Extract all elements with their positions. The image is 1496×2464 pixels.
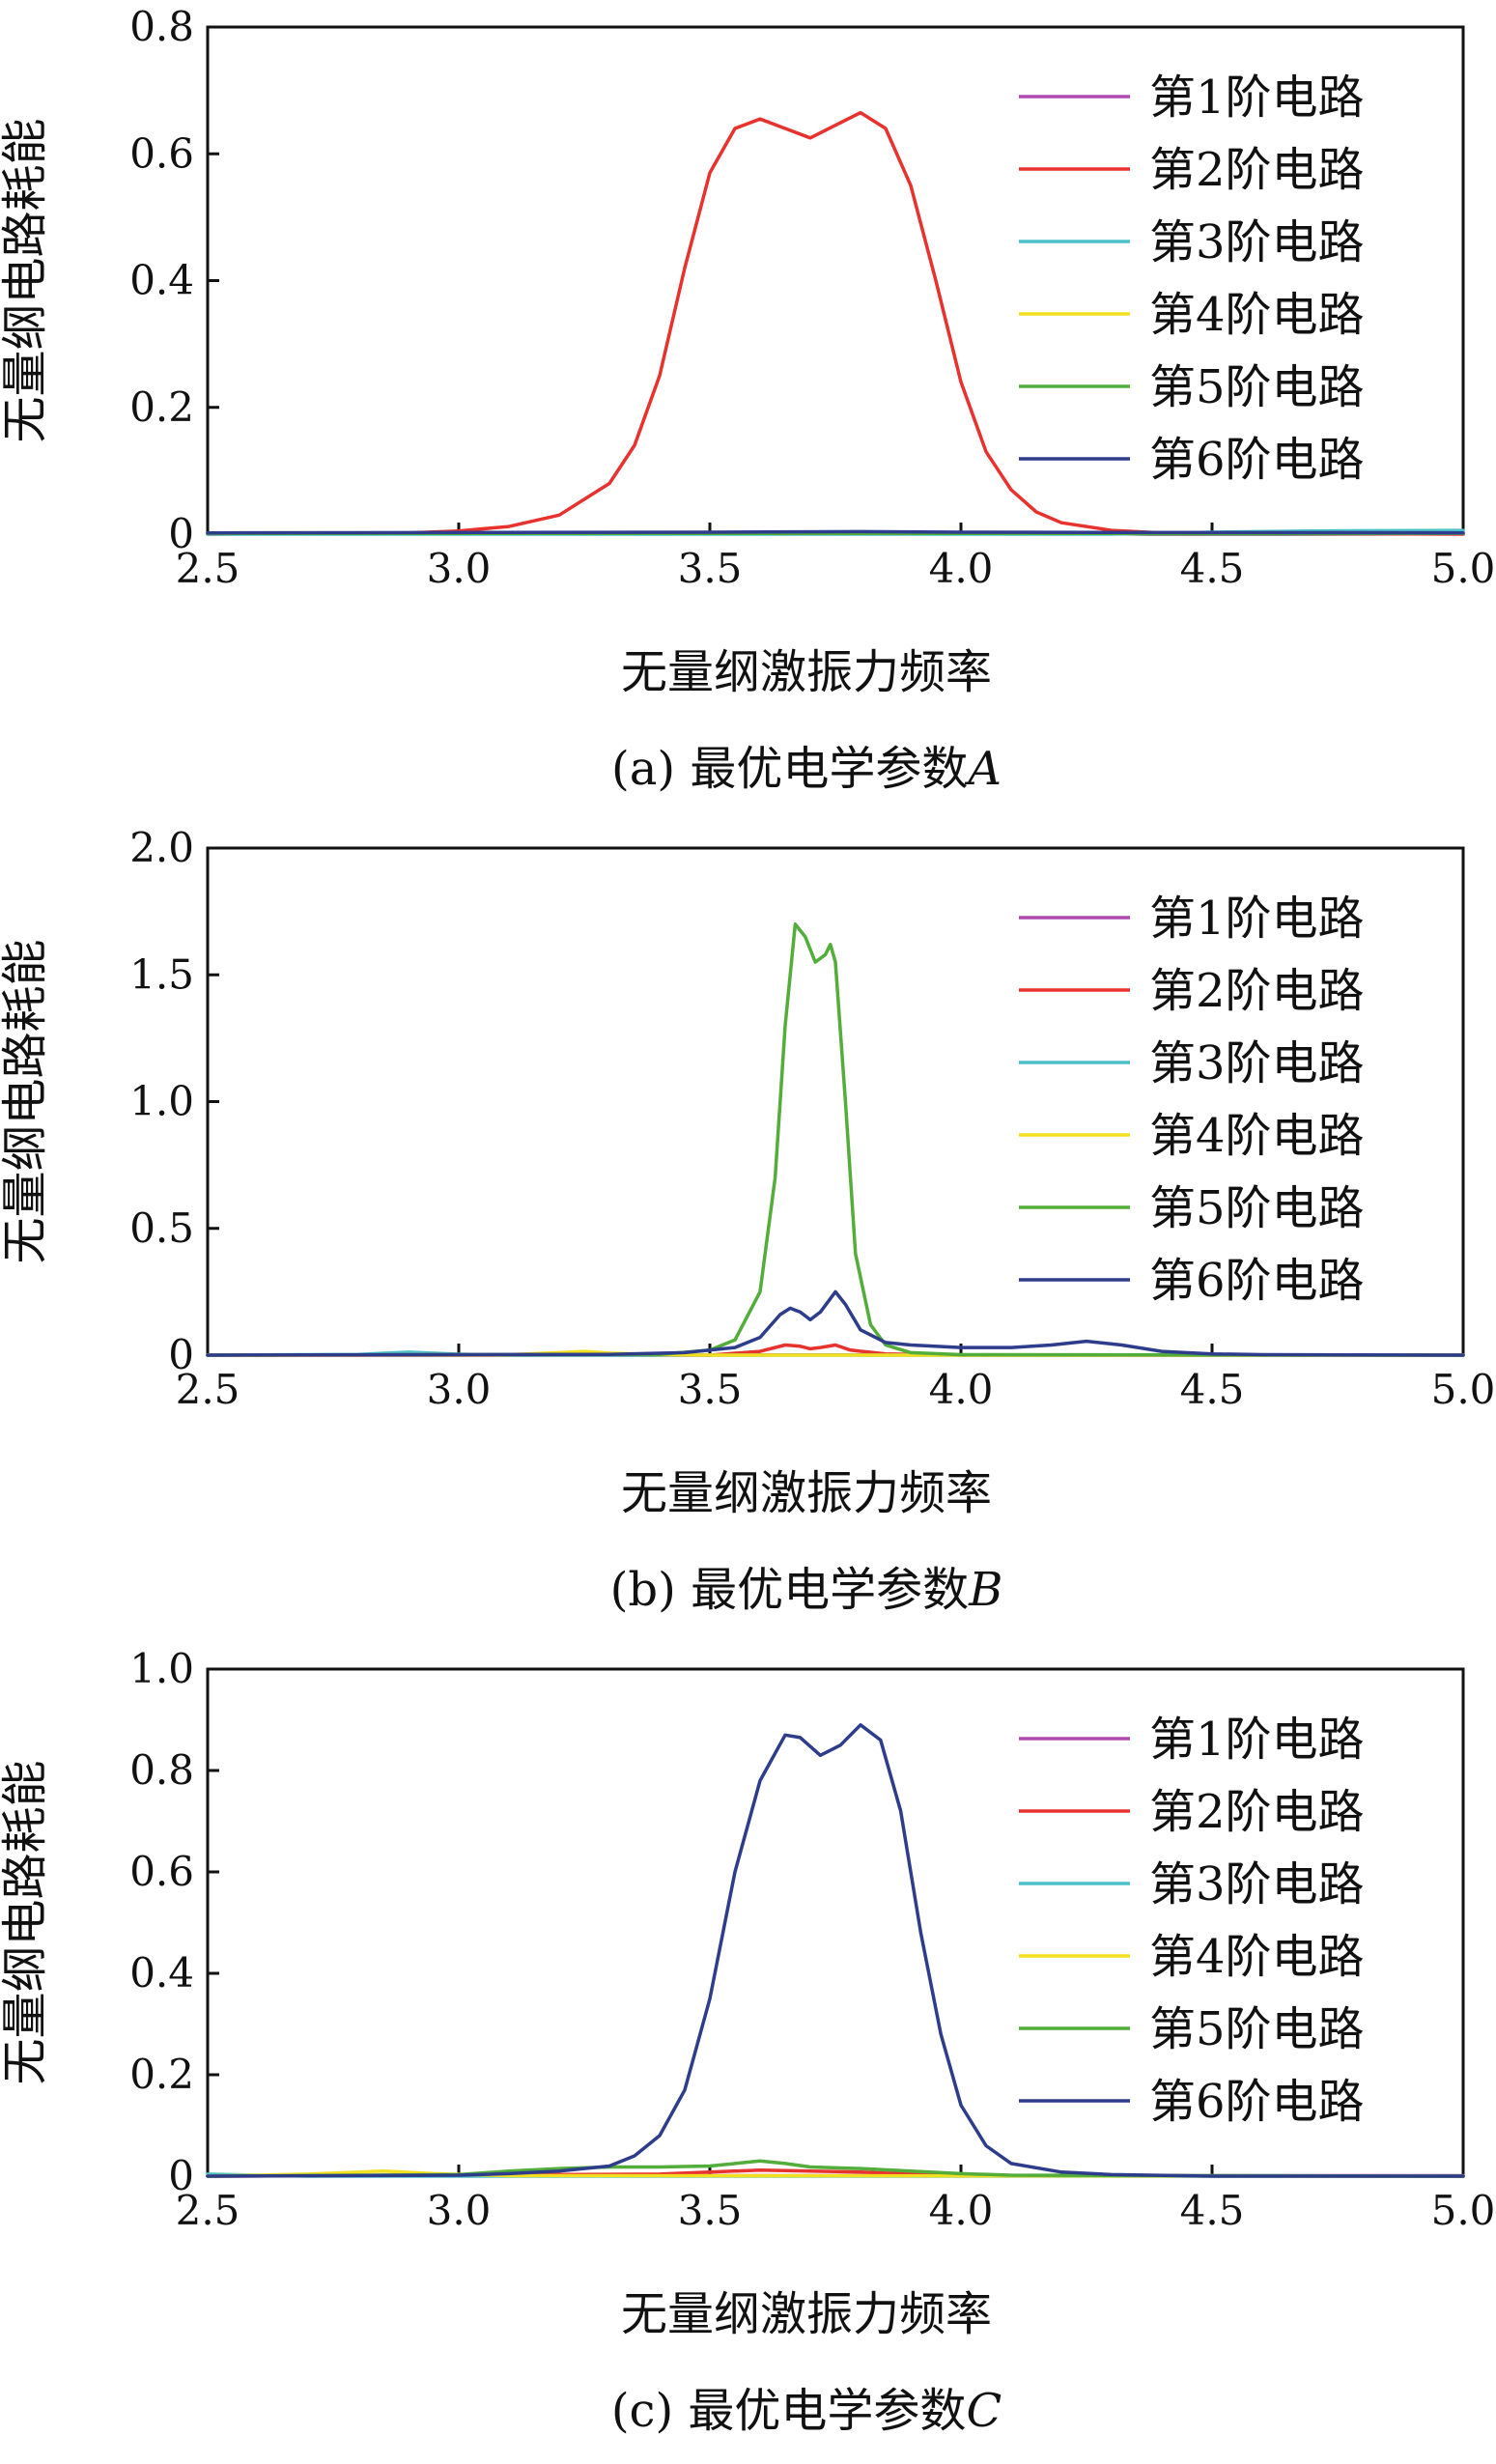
y-tick-label: 0.6 bbox=[129, 1848, 194, 1895]
x-tick-label: 5.0 bbox=[1431, 2187, 1496, 2234]
y-tick-label: 1.5 bbox=[129, 950, 194, 998]
legend-label-2: 第2阶电路 bbox=[1149, 143, 1365, 197]
series-line-6 bbox=[206, 1723, 1465, 2178]
x-tick-label: 3.5 bbox=[678, 1366, 743, 1413]
x-tick-label: 3.0 bbox=[427, 545, 492, 592]
x-axis-title: 无量纲激振力频率 bbox=[621, 2287, 992, 2341]
x-tick-label: 4.5 bbox=[1180, 545, 1245, 592]
y-tick-label: 0.6 bbox=[129, 129, 194, 177]
x-tick-label: 4.0 bbox=[929, 2187, 994, 2234]
x-tick-label: 3.5 bbox=[678, 545, 743, 592]
chart-panel-c: 2.5 3.0 3.5 4.0 4.5 5.0 0 0.2 0.4 0.6 0.8 1.0 第1阶电路第… bbox=[0, 1642, 1496, 2463]
panel-caption: (b) 最优电学参数B bbox=[610, 1563, 1003, 1617]
legend-label-4: 第4阶电路 bbox=[1149, 1930, 1365, 1984]
x-axis-title: 无量纲激振力频率 bbox=[621, 645, 992, 699]
chart-svg-b: 2.5 3.0 3.5 4.0 4.5 5.0 0 0.5 1.0 1.5 2.0 第1阶电路第2阶电… bbox=[0, 824, 1496, 1617]
x-tick-label: 2.5 bbox=[176, 545, 240, 592]
legend-label-1: 第1阶电路 bbox=[1149, 892, 1365, 946]
y-tick-label: 0.5 bbox=[129, 1204, 194, 1252]
legend-label-5: 第5阶电路 bbox=[1149, 1181, 1365, 1235]
series-line-5 bbox=[206, 2159, 1465, 2178]
legend-label-3: 第3阶电路 bbox=[1149, 1857, 1365, 1912]
y-tick-label: 0.2 bbox=[129, 383, 194, 431]
x-tick-label: 4.5 bbox=[1180, 2187, 1245, 2234]
y-tick-label: 1.0 bbox=[129, 1078, 194, 1125]
legend-label-5: 第5阶电路 bbox=[1149, 2002, 1365, 2056]
x-tick-label: 4.0 bbox=[929, 1366, 994, 1413]
legend-label-1: 第1阶电路 bbox=[1149, 71, 1365, 125]
y-tick-label: 0.4 bbox=[129, 257, 194, 304]
legend-label-5: 第5阶电路 bbox=[1149, 360, 1365, 414]
panel-caption: (a) 最优电学参数A bbox=[611, 742, 1002, 796]
y-tick-label: 0.2 bbox=[129, 2051, 194, 2098]
legend-label-2: 第2阶电路 bbox=[1149, 964, 1365, 1018]
chart-svg-c: 2.5 3.0 3.5 4.0 4.5 5.0 0 0.2 0.4 0.6 0.8 1.0 第1阶电路第… bbox=[0, 1645, 1496, 2438]
x-tick-label: 5.0 bbox=[1431, 545, 1496, 592]
legend-label-1: 第1阶电路 bbox=[1149, 1713, 1365, 1767]
y-tick-label: 0 bbox=[168, 510, 194, 557]
legend-label-3: 第3阶电路 bbox=[1149, 215, 1365, 269]
x-tick-label: 3.5 bbox=[678, 2187, 743, 2234]
legend-label-6: 第6阶电路 bbox=[1149, 433, 1365, 487]
x-tick-label: 2.5 bbox=[176, 2187, 240, 2234]
series-line-6 bbox=[206, 529, 1465, 535]
series-line-2 bbox=[206, 110, 1465, 536]
x-tick-label: 4.0 bbox=[929, 545, 994, 592]
chart-panel-b: 2.5 3.0 3.5 4.0 4.5 5.0 0 0.5 1.0 1.5 2.0 第1阶电路第2阶电… bbox=[0, 821, 1496, 1642]
legend-label-6: 第6阶电路 bbox=[1149, 2075, 1365, 2129]
y-tick-label: 1.0 bbox=[129, 1645, 194, 1692]
y-tick-label: 0 bbox=[168, 2152, 194, 2199]
panel-caption: (c) 最优电学参数C bbox=[611, 2384, 1002, 2438]
y-axis-title: 无量纲电路耗能 bbox=[0, 118, 52, 442]
legend-label-3: 第3阶电路 bbox=[1149, 1036, 1365, 1090]
legend-label-6: 第6阶电路 bbox=[1149, 1254, 1365, 1308]
legend-label-4: 第4阶电路 bbox=[1149, 1109, 1365, 1163]
x-axis-title: 无量纲激振力频率 bbox=[621, 1466, 992, 1520]
y-axis-title: 无量纲电路耗能 bbox=[0, 1760, 52, 2084]
x-tick-label: 2.5 bbox=[176, 1366, 240, 1413]
y-tick-label: 0.8 bbox=[129, 1746, 194, 1794]
x-tick-label: 3.0 bbox=[427, 2187, 492, 2234]
x-tick-label: 5.0 bbox=[1431, 1366, 1496, 1413]
y-tick-label: 2.0 bbox=[129, 824, 194, 871]
y-axis-title: 无量纲电路耗能 bbox=[0, 939, 52, 1263]
legend-label-2: 第2阶电路 bbox=[1149, 1785, 1365, 1839]
legend-label-4: 第4阶电路 bbox=[1149, 288, 1365, 342]
y-tick-label: 0.4 bbox=[129, 1949, 194, 1997]
y-tick-label: 0 bbox=[168, 1331, 194, 1378]
x-tick-label: 3.0 bbox=[427, 1366, 492, 1413]
x-tick-label: 4.5 bbox=[1180, 1366, 1245, 1413]
chart-panel-a: 2.5 3.0 3.5 4.0 4.5 5.0 0 0.2 0.4 0.6 0.8 第1阶电路第2阶电… bbox=[0, 0, 1496, 821]
y-tick-label: 0.8 bbox=[129, 3, 194, 50]
chart-svg-a: 2.5 3.0 3.5 4.0 4.5 5.0 0 0.2 0.4 0.6 0.8 第1阶电路第2阶电… bbox=[0, 3, 1496, 796]
series-line-6 bbox=[206, 1289, 1465, 1357]
